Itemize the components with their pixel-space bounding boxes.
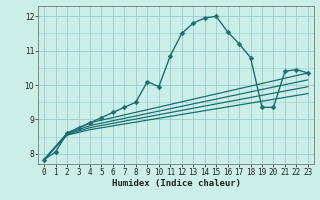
X-axis label: Humidex (Indice chaleur): Humidex (Indice chaleur): [111, 179, 241, 188]
